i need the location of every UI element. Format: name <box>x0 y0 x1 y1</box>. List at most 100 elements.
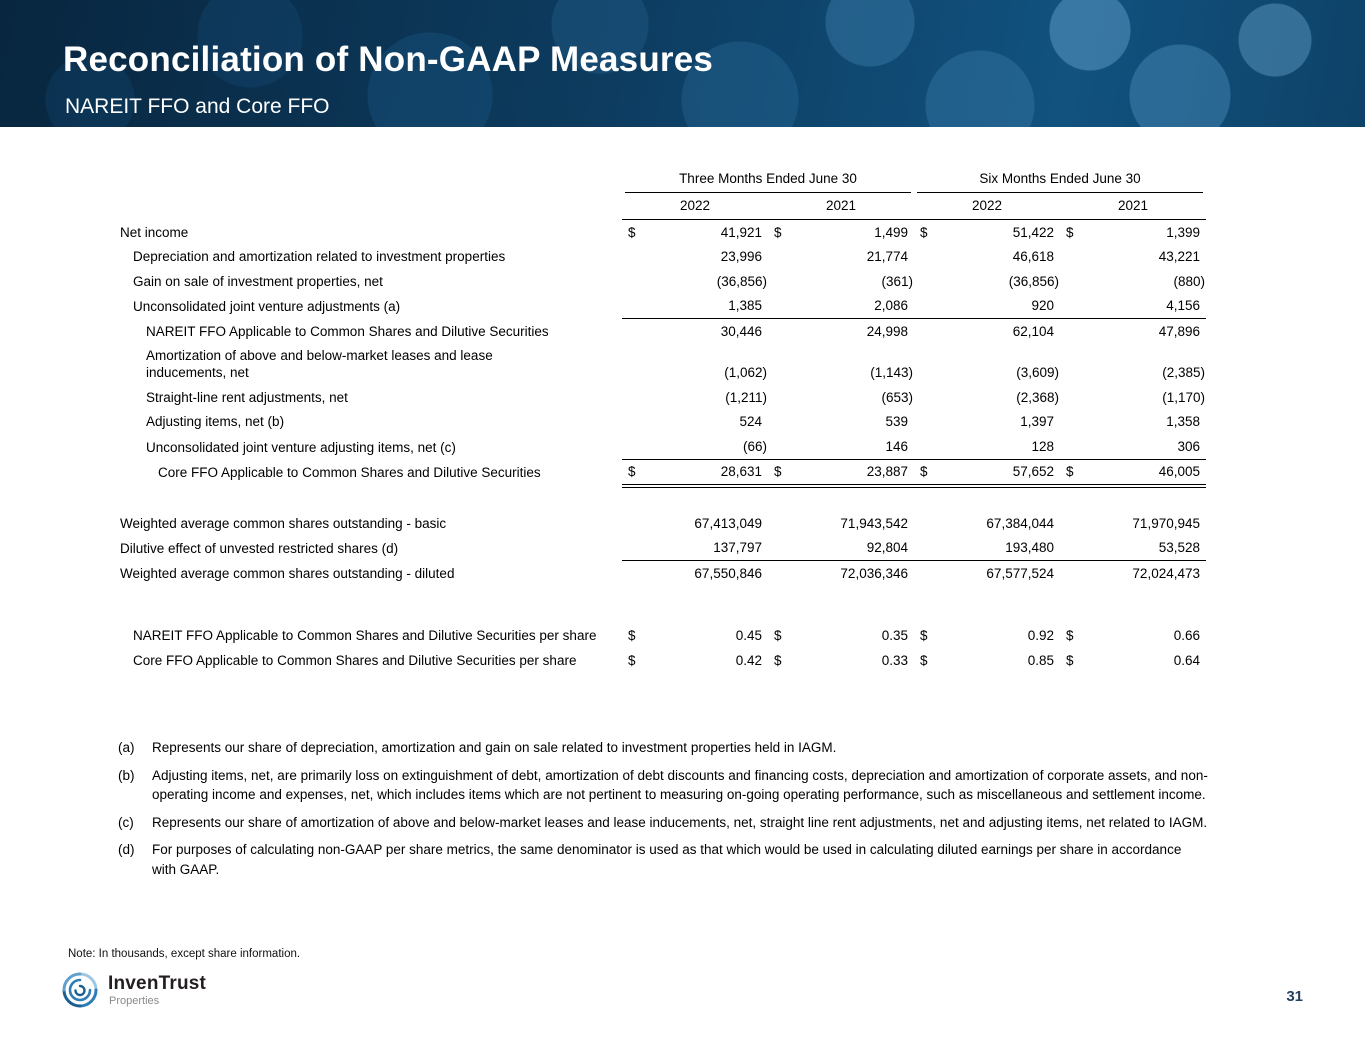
row-value-cell: 23,996 <box>622 245 768 270</box>
slide-subtitle: NAREIT FFO and Core FFO <box>65 95 330 118</box>
row-label: Straight-line rent adjustments, net <box>146 389 348 405</box>
row-value: 1,499 <box>874 224 908 240</box>
row-value-cell: 47,896 <box>1060 319 1206 344</box>
dollar-sign: $ <box>1066 224 1074 240</box>
table-row: Weighted average common shares outstandi… <box>120 561 1206 586</box>
row-value-cell: 1,358 <box>1060 410 1206 435</box>
row-value-cell: (3,609) <box>914 361 1060 386</box>
dollar-sign: $ <box>774 628 782 643</box>
row-value: 67,413,049 <box>694 515 762 531</box>
group-header-spacer <box>120 170 622 193</box>
table-row: Core FFO Applicable to Common Shares and… <box>120 648 1206 673</box>
row-value: 46,618 <box>1012 249 1054 264</box>
row-value: 92,804 <box>866 540 908 555</box>
row-label: Weighted average common shares outstandi… <box>120 565 455 581</box>
dollar-sign: $ <box>628 464 636 479</box>
row-label: Depreciation and amortization related to… <box>133 249 506 264</box>
row-value: (2,385) <box>1162 365 1205 380</box>
dollar-sign: $ <box>920 224 928 240</box>
table-group-header-row: Three Months Ended June 30 Six Months En… <box>120 170 1206 193</box>
footnote: (b) Adjusting items, net, are primarily l… <box>118 766 1208 805</box>
dollar-sign: $ <box>920 464 928 479</box>
table-row: NAREIT FFO Applicable to Common Shares a… <box>120 319 1206 344</box>
row-label: Gain on sale of investment properties, n… <box>133 273 383 289</box>
row-value: 1,358 <box>1166 414 1200 429</box>
row-value: 67,550,846 <box>694 565 762 581</box>
dollar-sign: $ <box>774 224 782 240</box>
table-year-header-row: 2022 2021 2022 2021 <box>120 193 1206 220</box>
row-value-cell: 524 <box>622 410 768 435</box>
year-header: 2021 <box>1060 193 1206 220</box>
dollar-sign: $ <box>1066 464 1074 479</box>
row-value-cell: 72,036,346 <box>768 561 914 586</box>
row-value: (1,170) <box>1162 389 1205 405</box>
row-value: 146 <box>885 438 908 454</box>
row-value-cell: (653) <box>768 385 914 410</box>
row-value: 72,036,346 <box>840 565 908 581</box>
footnote: (d) For purposes of calculating non-GAAP … <box>118 840 1208 879</box>
row-value-cell: 539 <box>768 410 914 435</box>
row-value-cell: 67,577,524 <box>914 561 1060 586</box>
table-row: Straight-line rent adjustments, net (1,21… <box>120 385 1206 410</box>
row-label: NAREIT FFO Applicable to Common Shares a… <box>146 323 549 339</box>
row-label: Core FFO Applicable to Common Shares and… <box>133 652 577 668</box>
row-value-cell: $1,399 <box>1060 220 1206 245</box>
row-value-cell: (2,385) <box>1060 361 1206 386</box>
row-value: 41,921 <box>720 224 762 240</box>
row-value-cell: 62,104 <box>914 319 1060 344</box>
row-value-cell: 72,024,473 <box>1060 561 1206 586</box>
row-value-cell: 21,774 <box>768 245 914 270</box>
row-value: 43,221 <box>1158 249 1200 264</box>
row-label: Dilutive effect of unvested restricted s… <box>120 541 399 556</box>
row-value-cell: 128 <box>914 434 1060 460</box>
row-value: 0.85 <box>1027 652 1054 668</box>
row-value-cell: (880) <box>1060 269 1206 294</box>
row-value: 28,631 <box>720 464 762 479</box>
year-header: 2022 <box>914 193 1060 220</box>
row-value-cell: 43,221 <box>1060 245 1206 270</box>
row-value-cell: 92,804 <box>768 536 914 561</box>
row-value: 72,024,473 <box>1132 565 1200 581</box>
dollar-sign: $ <box>628 224 636 240</box>
row-label: Unconsolidated joint venture adjusting i… <box>146 439 456 455</box>
row-value: 21,774 <box>866 249 908 264</box>
row-value: 23,887 <box>866 464 908 479</box>
footnote-marker: (a) <box>118 740 135 755</box>
footnote-marker: (d) <box>118 842 135 857</box>
table-row: Gain on sale of investment properties, n… <box>120 269 1206 294</box>
row-value-cell: $41,921 <box>622 220 768 245</box>
row-label: NAREIT FFO Applicable to Common Shares a… <box>133 628 597 643</box>
row-value: 539 <box>885 414 908 429</box>
row-value-cell: 193,480 <box>914 536 1060 561</box>
year-header: 2022 <box>622 193 768 220</box>
table-row: Core FFO Applicable to Common Shares and… <box>120 460 1206 488</box>
row-value: 0.45 <box>735 628 762 643</box>
row-value: 0.66 <box>1173 628 1200 643</box>
row-value: 0.42 <box>735 652 762 668</box>
row-value: 2,086 <box>874 298 908 313</box>
row-value: 1,385 <box>728 298 762 313</box>
row-value: 1,399 <box>1166 224 1200 240</box>
row-value-cell: $57,652 <box>914 460 1060 488</box>
footnotes: (a) Represents our share of depreciation,… <box>118 738 1208 887</box>
dollar-sign: $ <box>774 652 782 668</box>
row-value: (66) <box>742 438 767 454</box>
row-value: 23,996 <box>720 249 762 264</box>
row-value-cell: $0.92 <box>914 624 1060 649</box>
row-value-cell: 71,970,945 <box>1060 511 1206 536</box>
row-value-cell: 137,797 <box>622 536 768 561</box>
table-row: Weighted average common shares outstandi… <box>120 511 1206 536</box>
note-text: Note: In thousands, except share informa… <box>68 948 301 960</box>
row-value-cell: $0.66 <box>1060 624 1206 649</box>
inventrust-logo-icon <box>60 970 100 1010</box>
row-value: 24,998 <box>866 323 908 339</box>
dollar-sign: $ <box>1066 652 1074 668</box>
row-value: 0.92 <box>1027 628 1054 643</box>
footnote-text: Adjusting items, net, are primarily loss… <box>152 767 1208 803</box>
table-row: Unconsolidated joint venture adjusting i… <box>120 434 1206 460</box>
table-row: Dilutive effect of unvested restricted s… <box>120 536 1206 561</box>
year-header-spacer <box>120 193 622 220</box>
row-value-cell: 1,385 <box>622 294 768 319</box>
row-value: 46,005 <box>1158 464 1200 479</box>
row-value-cell: $0.42 <box>622 648 768 673</box>
